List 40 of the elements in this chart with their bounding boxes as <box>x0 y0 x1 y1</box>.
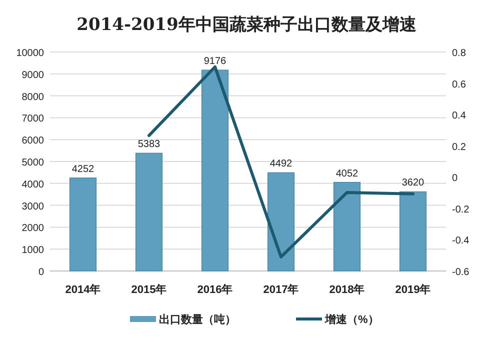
y2-tick-label: 0.2 <box>452 142 466 153</box>
x-tick-label: 2017年 <box>263 283 299 296</box>
y-tick-label: 9000 <box>22 70 44 81</box>
chart-title: 2014-2019年中国蔬菜种子出口数量及增速 <box>76 15 416 35</box>
x-tick-label: 2018年 <box>329 283 365 296</box>
y-tick-label: 0 <box>38 267 44 278</box>
bar <box>400 191 426 272</box>
bar <box>268 172 294 272</box>
y-tick-label: 1000 <box>22 245 44 256</box>
y-tick-label: 10000 <box>16 48 44 59</box>
bar <box>334 182 360 272</box>
data-label: 5383 <box>138 139 161 150</box>
y-tick-label: 5000 <box>22 158 44 168</box>
y-tick-label: 6000 <box>22 136 44 147</box>
y-tick-label: 7000 <box>22 114 44 125</box>
y-tick-label: 2000 <box>22 223 44 234</box>
data-label: 9176 <box>204 56 227 68</box>
bar <box>202 70 228 272</box>
y2-tick-label: -0.6 <box>452 267 470 278</box>
y2-tick-label: -0.2 <box>452 204 470 216</box>
data-label: 3620 <box>402 178 425 189</box>
x-tick-label: 2014年 <box>65 283 101 296</box>
data-label: 4492 <box>270 158 293 170</box>
bar <box>136 152 162 272</box>
legend-label: 出口数量（吨） <box>159 313 236 326</box>
x-tick-label: 2016年 <box>197 283 233 296</box>
legend-label: 增速（%） <box>324 313 379 326</box>
y2-tick-label: 0.8 <box>452 48 466 59</box>
data-label: 4052 <box>336 168 359 180</box>
y-tick-label: 8000 <box>22 92 44 103</box>
y2-tick-label: -0.4 <box>452 236 470 247</box>
bar <box>70 178 96 272</box>
y2-tick-label: 0.6 <box>452 79 466 90</box>
y2-tick-label: 0.4 <box>452 110 466 122</box>
y-tick-label: 4000 <box>22 179 44 190</box>
data-label: 4252 <box>72 164 95 175</box>
x-tick-label: 2015年 <box>131 283 167 296</box>
y2-tick-label: 0 <box>452 173 458 184</box>
x-tick-label: 2019年 <box>395 283 431 296</box>
y-tick-label: 3000 <box>22 201 44 212</box>
